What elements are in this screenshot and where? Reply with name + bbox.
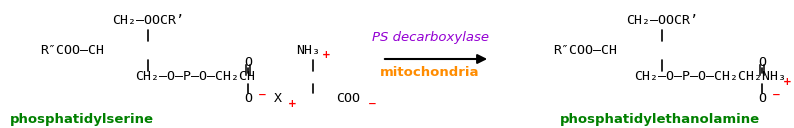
Text: O: O <box>244 56 252 70</box>
Text: +: + <box>783 77 792 87</box>
Text: −: − <box>368 99 376 109</box>
Text: O: O <box>244 93 252 105</box>
Text: phosphatidylserine: phosphatidylserine <box>10 114 154 126</box>
Text: −: − <box>772 90 781 100</box>
Text: phosphatidylethanolamine: phosphatidylethanolamine <box>560 114 760 126</box>
Text: CH₂–O–P–O–CH₂CH: CH₂–O–P–O–CH₂CH <box>135 71 255 83</box>
Text: X: X <box>274 93 282 105</box>
Text: PS decarboxylase: PS decarboxylase <box>372 31 488 45</box>
Text: CH₂–OOCR’: CH₂–OOCR’ <box>112 13 184 26</box>
Text: R″COO–CH: R″COO–CH <box>553 44 617 56</box>
Text: CH₂–O–P–O–CH₂CH₂NH₃: CH₂–O–P–O–CH₂CH₂NH₃ <box>634 71 786 83</box>
Text: +: + <box>322 50 330 60</box>
Text: −: − <box>257 90 266 100</box>
Text: O: O <box>758 56 766 70</box>
Text: mitochondria: mitochondria <box>380 67 480 79</box>
Text: +: + <box>287 99 296 109</box>
Text: R″COO–CH: R″COO–CH <box>40 44 104 56</box>
Text: COO: COO <box>336 93 360 105</box>
Text: O: O <box>758 93 766 105</box>
Text: NH₃: NH₃ <box>296 44 320 56</box>
Text: CH₂–OOCR’: CH₂–OOCR’ <box>626 13 698 26</box>
